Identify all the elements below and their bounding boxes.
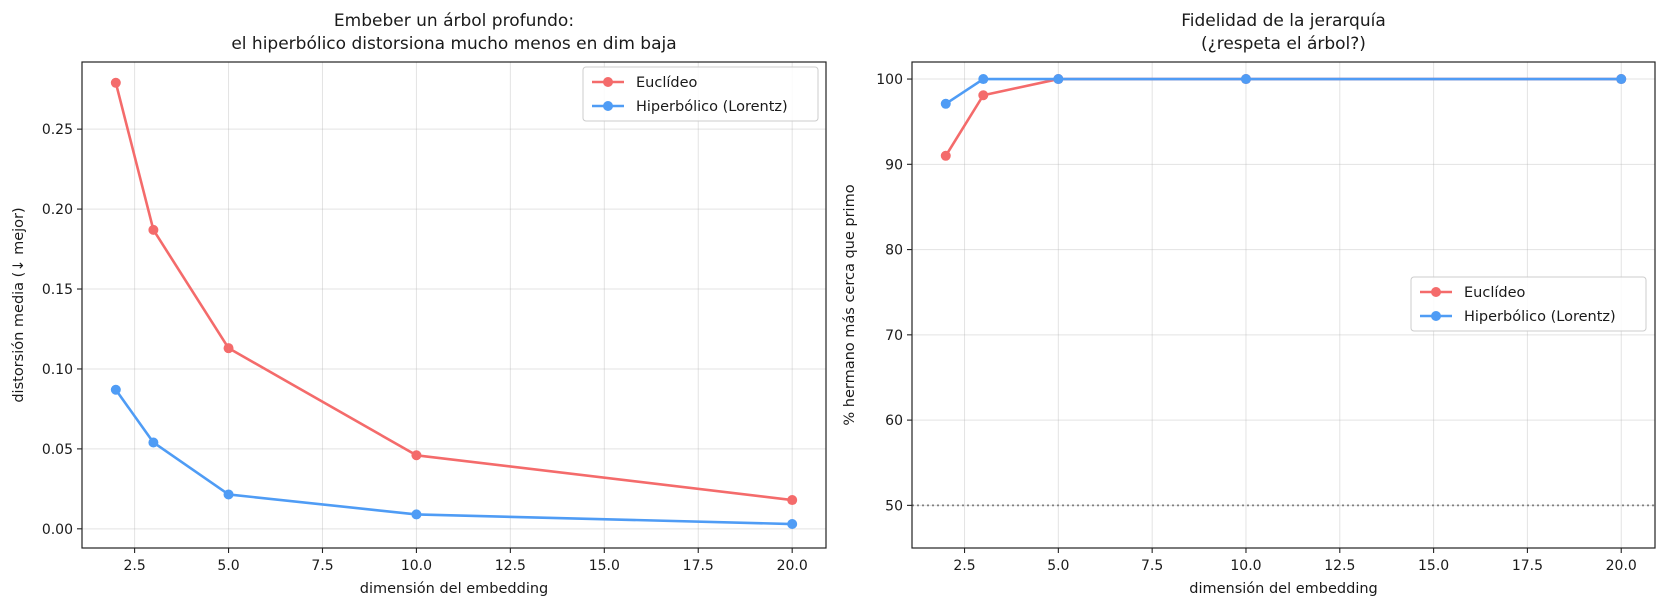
chart-panel-distortion: 2.5 5.0 7.5 10.0 12.5 15.0 17.5 20.0 0.00 0.05 0.1… xyxy=(11,11,827,597)
chart1-x-tick-label-3: 10.0 xyxy=(401,558,432,574)
chart1-x-tick-label-4: 12.5 xyxy=(495,558,526,574)
chart2-legend-label-1: Hiperbólico (Lorentz) xyxy=(1464,309,1616,325)
chart2-x-tick-label-0: 2.5 xyxy=(953,558,975,574)
chart1-y-tick-label-2: 0.10 xyxy=(42,362,73,378)
chart1-point-s0-4 xyxy=(787,495,798,506)
chart-panel-hierarchy-fidelity: 2.5 5.0 7.5 10.0 12.5 15.0 17.5 20.0 50 60 70 80 90 1… xyxy=(842,11,1656,597)
chart1-series-line-1 xyxy=(114,388,793,526)
chart1-title-line-1: el hiperbólico distorsiona mucho menos e… xyxy=(231,34,676,54)
chart2-legend-box xyxy=(1410,276,1647,332)
chart1-legend-label-1: Hiperbólico (Lorentz) xyxy=(636,99,788,115)
chart1-y-tick-label-5: 0.25 xyxy=(42,122,73,138)
chart2-x-axis: 2.5 5.0 7.5 10.0 12.5 15.0 17.5 20.0 xyxy=(953,548,1637,574)
chart1-point-s1-0 xyxy=(110,384,121,395)
chart2-point-s1-1 xyxy=(978,74,989,85)
chart1-x-tick-label-0: 2.5 xyxy=(123,558,145,574)
chart2-x-tick-label-6: 17.5 xyxy=(1512,558,1543,574)
chart1-title-line-0: Embeber un árbol profundo: xyxy=(334,11,574,31)
chart2-point-s1-3 xyxy=(1240,74,1251,85)
chart1-series-hyperbolic xyxy=(110,384,798,530)
chart2-y-tick-label-3: 80 xyxy=(885,243,903,259)
chart1-point-s0-2 xyxy=(223,343,234,354)
chart2-x-axis-label: dimensión del embedding xyxy=(1189,581,1378,597)
chart2-point-s0-0 xyxy=(940,150,951,161)
chart1-y-axis: 0.00 0.05 0.10 0.15 0.20 0.25 xyxy=(42,122,82,538)
chart2-x-tick-label-3: 10.0 xyxy=(1230,558,1261,574)
chart1-x-tick-label-1: 5.0 xyxy=(217,558,239,574)
chart1-x-tick-label-6: 17.5 xyxy=(683,558,714,574)
chart1-y-tick-label-3: 0.15 xyxy=(42,282,73,298)
chart2-y-tick-label-2: 70 xyxy=(885,328,903,344)
chart1-legend-box xyxy=(582,66,819,122)
chart2-x-tick-label-1: 5.0 xyxy=(1047,558,1069,574)
chart1-legend: Euclídeo Hiperbólico (Lorentz) xyxy=(582,66,819,122)
chart2-point-s1-4 xyxy=(1616,74,1627,85)
chart1-point-s1-2 xyxy=(223,489,234,500)
chart1-y-tick-label-4: 0.20 xyxy=(42,202,73,218)
chart2-title: Fidelidad de la jerarquía (¿respeta el ár… xyxy=(1181,11,1386,54)
chart2-point-s1-2 xyxy=(1053,74,1064,85)
chart1-x-tick-label-7: 20.0 xyxy=(777,558,808,574)
chart2-legend-marker-0 xyxy=(1431,287,1441,297)
chart1-point-s1-3 xyxy=(411,509,422,520)
chart1-point-s0-1 xyxy=(148,224,159,235)
chart1-y-tick-label-0: 0.00 xyxy=(42,522,73,538)
chart2-x-tick-label-5: 15.0 xyxy=(1418,558,1449,574)
chart1-point-s0-3 xyxy=(411,450,422,461)
chart2-x-tick-label-2: 7.5 xyxy=(1141,558,1163,574)
chart1-grid xyxy=(82,62,826,548)
chart1-x-axis: 2.5 5.0 7.5 10.0 12.5 15.0 17.5 20.0 xyxy=(123,548,808,574)
chart2-plot-frame xyxy=(911,61,1656,549)
chart1-point-s1-1 xyxy=(148,437,159,448)
chart2-y-tick-label-5: 100 xyxy=(876,72,903,88)
chart1-legend-marker-0 xyxy=(603,77,613,87)
chart1-x-tick-label-2: 7.5 xyxy=(311,558,333,574)
chart2-series-hyperbolic xyxy=(940,74,1627,109)
chart2-legend-marker-1 xyxy=(1431,311,1441,321)
chart1-point-s1-4 xyxy=(787,519,798,530)
chart1-point-s0-0 xyxy=(110,77,121,88)
chart2-point-s1-0 xyxy=(940,98,951,109)
chart1-x-tick-label-5: 15.0 xyxy=(589,558,620,574)
chart1-x-axis-label: dimensión del embedding xyxy=(360,581,549,597)
chart1-series-euclidean xyxy=(110,77,798,506)
chart2-point-s0-1 xyxy=(978,90,989,101)
chart1-y-tick-label-1: 0.05 xyxy=(42,442,73,458)
chart2-y-axis: 50 60 70 80 90 100 xyxy=(876,72,912,514)
chart2-title-line-0: Fidelidad de la jerarquía xyxy=(1181,11,1386,31)
chart2-y-axis-label: % hermano más cerca que primo xyxy=(842,184,858,425)
chart1-title: Embeber un árbol profundo: el hiperbólico… xyxy=(231,11,676,54)
chart2-y-tick-label-4: 90 xyxy=(885,157,903,173)
chart1-legend-label-0: Euclídeo xyxy=(636,75,698,91)
chart2-x-tick-label-7: 20.0 xyxy=(1606,558,1637,574)
chart2-y-tick-label-0: 50 xyxy=(885,498,903,514)
chart2-x-tick-label-4: 12.5 xyxy=(1324,558,1355,574)
chart1-y-axis-label: distorsión media (↓ mejor) xyxy=(11,207,27,402)
chart2-y-tick-label-1: 60 xyxy=(885,413,903,429)
chart1-plot-frame xyxy=(81,61,827,549)
chart1-series-line-0 xyxy=(114,82,793,502)
chart1-legend-marker-1 xyxy=(603,101,613,111)
chart2-title-line-1: (¿respeta el árbol?) xyxy=(1201,34,1366,54)
chart2-legend-label-0: Euclídeo xyxy=(1464,285,1526,301)
chart2-series-line-0 xyxy=(944,77,1622,157)
chart2-series-euclidean xyxy=(940,74,1627,161)
chart2-legend: Euclídeo Hiperbólico (Lorentz) xyxy=(1410,276,1647,332)
